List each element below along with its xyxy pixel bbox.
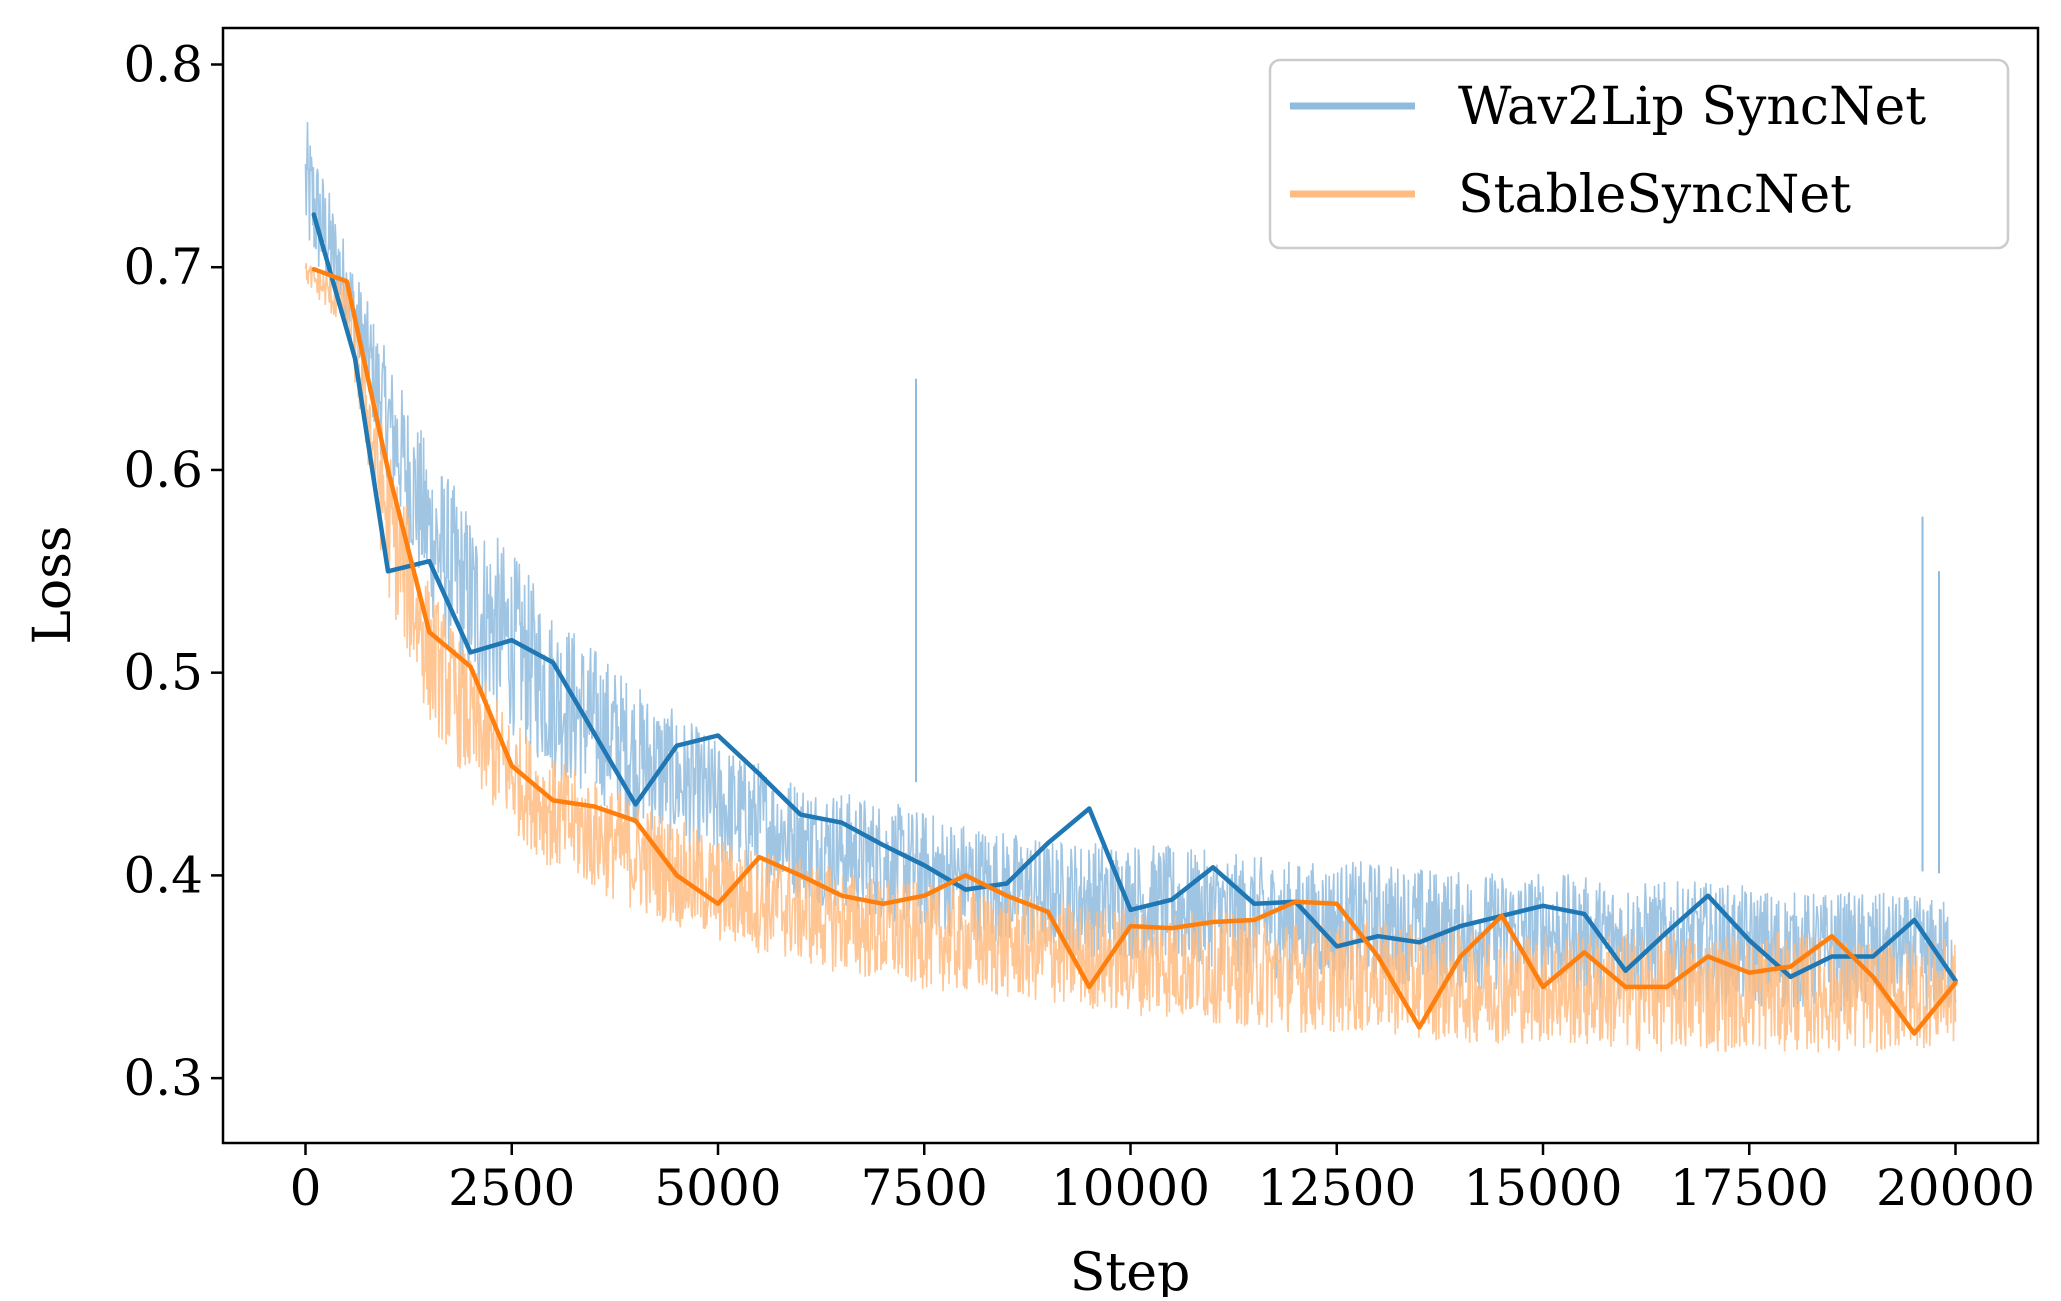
x-axis: 0 2500 5000 7500 10000 12500 15000 17500 20000	[290, 1143, 2035, 1217]
series-line-wav2lip-syncnet	[311, 212, 1958, 984]
x-tick-label: 0	[290, 1159, 322, 1217]
y-tick-label: 0.7	[123, 238, 203, 296]
raw-trace-stablesyncnet	[304, 263, 1957, 1053]
y-tick-label: 0.3	[123, 1049, 203, 1107]
x-tick-label: 15000	[1463, 1159, 1622, 1217]
x-tick-label: 17500	[1670, 1159, 1829, 1217]
x-tick-label: 20000	[1876, 1159, 2035, 1217]
x-tick-label: 10000	[1051, 1159, 1210, 1217]
y-tick-label: 0.4	[123, 846, 203, 904]
legend-label-wav2lip-syncnet: Wav2Lip SyncNet	[1458, 77, 1926, 137]
raw-loss-layer	[304, 121, 1957, 1053]
smoothed-loss-layer	[311, 212, 1958, 1036]
x-tick-label: 5000	[654, 1159, 781, 1217]
legend-box	[1268, 58, 2010, 250]
x-tick-label: 12500	[1257, 1159, 1416, 1217]
series-line-stablesyncnet	[311, 266, 1958, 1036]
legend-label-stablesyncnet: StableSyncNet	[1458, 165, 1851, 225]
x-tick-label: 2500	[448, 1159, 575, 1217]
y-tick-label: 0.6	[123, 441, 203, 499]
x-tick-label: 7500	[861, 1159, 988, 1217]
y-tick-label: 0.5	[123, 644, 203, 702]
y-axis: 0.3 0.4 0.5 0.6 0.7 0.8	[123, 35, 223, 1107]
x-axis-label: Step	[1070, 1243, 1191, 1297]
y-axis-label: Loss	[23, 525, 83, 644]
legend: Wav2Lip SyncNet StableSyncNet	[1268, 58, 2010, 250]
y-tick-label: 0.8	[123, 35, 203, 93]
